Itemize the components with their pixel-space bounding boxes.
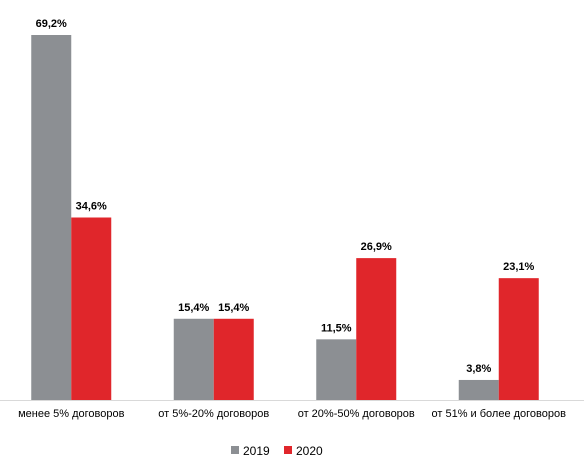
category-label-2: от 20%-50% договоров [298,408,415,420]
value-label-2019-0: 69,2% [36,18,67,30]
bars-group [31,35,539,400]
bar-2019-0 [31,35,72,400]
bar-2020-3 [498,278,539,400]
bar-2020-2 [356,258,397,400]
value-label-2020-1: 15,4% [218,302,249,314]
legend-swatch-2020 [284,446,292,454]
value-labels-group: 69,2% 34,6% 15,4% 15,4% 11,5% 26,9% 3,8% 23,1% [36,18,535,375]
legend-swatch-2019 [231,446,239,454]
category-labels-group: менее 5% договоров от 5%-20% договоров от … [18,408,566,420]
legend: 2019 2020 [231,444,323,458]
bar-2019-1 [173,318,214,400]
category-label-0: менее 5% договоров [18,408,124,420]
value-label-2019-3: 3,8% [466,363,491,375]
legend-label-2019: 2019 [243,444,270,458]
value-label-2019-1: 15,4% [178,302,209,314]
bar-2019-3 [458,379,499,400]
bar-2020-0 [71,217,112,400]
legend-label-2020: 2020 [296,444,323,458]
value-label-2020-2: 26,9% [361,241,392,253]
bar-2020-1 [213,318,254,400]
value-label-2019-2: 11,5% [321,322,352,334]
category-label-3: от 51% и более договоров [432,408,567,420]
value-label-2020-3: 23,1% [503,261,534,273]
bar-2019-2 [316,339,357,400]
category-label-1: от 5%-20% договоров [158,408,269,420]
value-label-2020-0: 34,6% [76,201,107,213]
